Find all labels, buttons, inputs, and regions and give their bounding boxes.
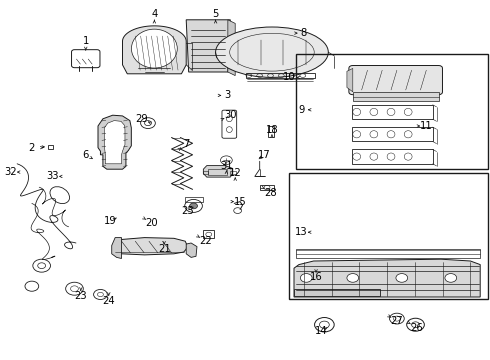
Ellipse shape: [300, 274, 312, 282]
Polygon shape: [203, 166, 233, 177]
Ellipse shape: [347, 274, 359, 282]
Bar: [268, 126, 274, 137]
Text: 21: 21: [158, 244, 171, 254]
Bar: [230, 171, 236, 174]
Text: 24: 24: [102, 296, 115, 306]
Polygon shape: [186, 20, 230, 72]
Text: 32: 32: [4, 167, 17, 177]
Text: 1: 1: [82, 36, 89, 46]
Text: 7: 7: [183, 139, 190, 149]
Text: 33: 33: [47, 171, 59, 181]
Polygon shape: [186, 243, 197, 257]
Polygon shape: [294, 259, 480, 297]
FancyBboxPatch shape: [349, 66, 442, 95]
Text: 27: 27: [391, 316, 403, 326]
Ellipse shape: [445, 274, 457, 282]
Bar: [203, 171, 208, 174]
Text: 10: 10: [283, 72, 295, 82]
Ellipse shape: [396, 274, 408, 282]
Text: 17: 17: [258, 150, 271, 160]
Polygon shape: [353, 92, 439, 101]
Polygon shape: [347, 68, 353, 92]
Bar: [294, 289, 380, 296]
Polygon shape: [113, 238, 187, 255]
Text: 4: 4: [151, 9, 157, 19]
Text: 13: 13: [295, 227, 308, 237]
Ellipse shape: [216, 27, 328, 77]
Text: 15: 15: [234, 197, 246, 207]
Bar: [185, 197, 203, 202]
FancyBboxPatch shape: [222, 110, 237, 138]
Bar: [208, 169, 227, 175]
Text: 16: 16: [310, 272, 322, 282]
Bar: [246, 73, 315, 78]
Polygon shape: [112, 238, 122, 258]
Text: 11: 11: [420, 121, 433, 131]
Ellipse shape: [131, 29, 177, 68]
Text: 30: 30: [224, 110, 237, 120]
Bar: [352, 149, 433, 164]
Text: 26: 26: [410, 323, 423, 333]
FancyBboxPatch shape: [72, 50, 100, 68]
Text: 5: 5: [212, 9, 219, 19]
Text: 31: 31: [220, 161, 233, 171]
Text: 18: 18: [266, 125, 278, 135]
Bar: [296, 54, 488, 169]
Bar: [352, 105, 433, 119]
Bar: [260, 185, 274, 190]
Text: 3: 3: [225, 90, 231, 100]
Polygon shape: [228, 20, 235, 76]
Text: 14: 14: [315, 326, 327, 336]
Text: 29: 29: [136, 114, 148, 124]
Polygon shape: [122, 26, 186, 74]
Text: 8: 8: [301, 28, 307, 38]
Text: 25: 25: [181, 206, 194, 216]
Text: 23: 23: [74, 291, 87, 301]
Text: 22: 22: [199, 236, 212, 246]
Bar: [296, 249, 480, 258]
Polygon shape: [98, 115, 131, 169]
Bar: [48, 145, 53, 149]
Ellipse shape: [190, 203, 197, 209]
Text: 19: 19: [104, 216, 117, 226]
Text: 20: 20: [146, 218, 158, 228]
Text: 12: 12: [229, 168, 242, 178]
Polygon shape: [104, 121, 125, 164]
Bar: [203, 230, 214, 238]
Bar: [352, 127, 433, 141]
Text: 2: 2: [28, 143, 35, 153]
Bar: [289, 173, 488, 299]
Text: 9: 9: [298, 105, 305, 115]
Text: 6: 6: [82, 150, 89, 160]
Text: 28: 28: [264, 188, 277, 198]
